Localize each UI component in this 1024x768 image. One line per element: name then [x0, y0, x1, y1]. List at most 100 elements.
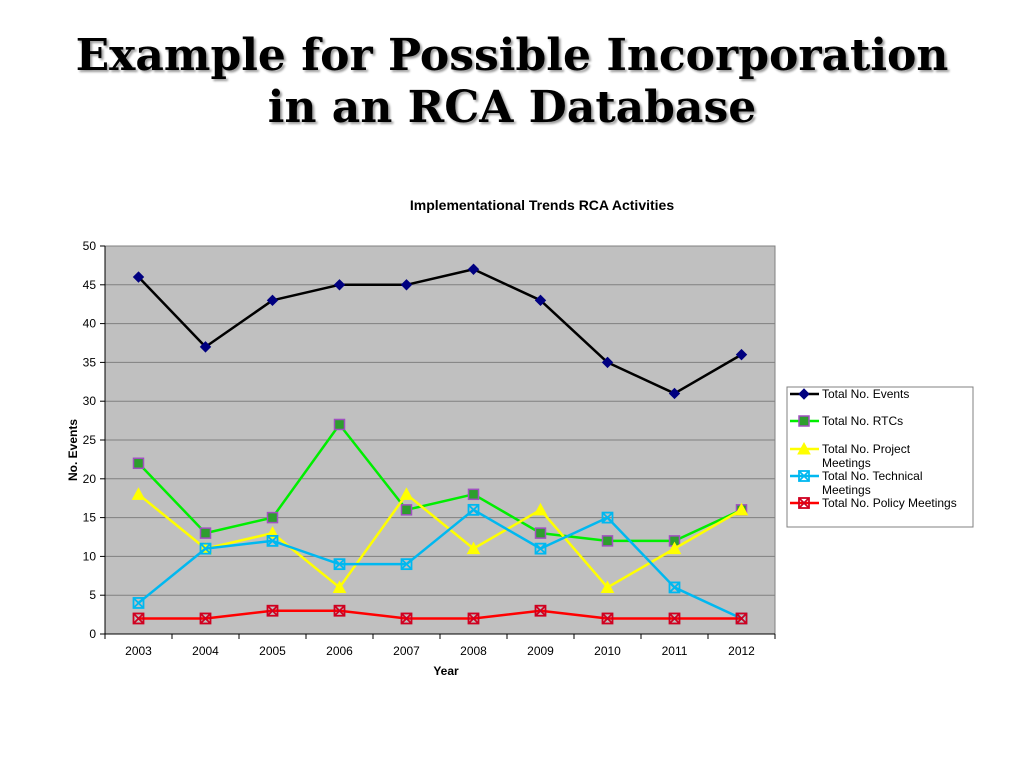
marker-box: [132, 612, 145, 625]
data-point-s2-2005: [266, 511, 279, 524]
legend-label-4: Total No. Technical: [822, 469, 923, 483]
legend-label-3: Meetings: [822, 456, 871, 470]
data-point-s5-2007: [400, 612, 413, 625]
marker-cross-b: [798, 497, 810, 509]
data-point-s3-2011: [667, 541, 682, 555]
marker-cross-b: [199, 612, 212, 625]
marker-box: [333, 604, 346, 617]
data-point-s1-2011: [668, 387, 681, 400]
data-point-s4-2009: [534, 542, 547, 555]
series-line-4: [137, 508, 743, 620]
legend-swatch-marker-2: [798, 415, 810, 427]
marker-box: [735, 612, 748, 625]
marker-box: [400, 558, 413, 571]
data-point-s3-2009: [533, 502, 548, 516]
slide-title-line-2: in an RCA Database: [267, 82, 757, 133]
marker-box: [266, 534, 279, 547]
data-point-s2-2003: [132, 457, 145, 470]
x-tick-label: 2006: [326, 644, 353, 658]
marker-box: [798, 497, 810, 509]
data-point-s3-2003: [131, 487, 146, 500]
x-tick-label: 2007: [393, 644, 420, 658]
legend-swatch-marker-1: [798, 388, 810, 400]
marker-box: [467, 612, 480, 625]
legend-label-5: Total No. Policy Meetings: [822, 496, 957, 510]
data-point-s1-2012: [735, 348, 748, 361]
y-tick-label: 30: [83, 394, 97, 408]
slide-title: Example for Possible Incorporation in an…: [0, 30, 1024, 134]
y-axis-title: No. Events: [66, 419, 80, 481]
y-tick-label: 10: [83, 549, 97, 563]
series-line-1: [137, 268, 743, 395]
marker-box: [601, 612, 614, 625]
data-point-s4-2004: [199, 542, 212, 555]
data-point-s3-2006: [332, 580, 347, 593]
marker-box: [534, 542, 547, 555]
marker-cross-b: [333, 605, 346, 617]
marker-cross-b: [668, 612, 681, 625]
data-point-s4-2007: [400, 558, 413, 571]
y-tick-label: 20: [83, 472, 97, 486]
data-point-s2-2007: [400, 504, 413, 516]
data-point-s1-2009: [534, 294, 547, 307]
slide-title-line-1: Example for Possible Incorporation: [75, 30, 949, 81]
data-point-s1-2004: [199, 341, 212, 353]
y-tick-label: 0: [89, 627, 96, 641]
marker-box: [333, 558, 346, 571]
x-tick-label: 2004: [192, 644, 219, 658]
data-point-s1-2010: [601, 356, 614, 369]
marker-cross-b: [735, 612, 748, 625]
marker-box: [668, 612, 681, 625]
marker-cross-b: [132, 612, 145, 625]
data-point-s1-2007: [400, 279, 413, 291]
marker-box: [199, 542, 212, 555]
legend-label-2: Total No. RTCs: [822, 414, 903, 428]
x-tick-label: 2012: [728, 644, 755, 658]
marker-box: [668, 581, 681, 594]
marker-cross-b: [333, 558, 346, 570]
data-point-s4-2005: [266, 534, 279, 547]
data-point-s4-2008: [467, 503, 480, 516]
data-point-s5-2005: [266, 604, 279, 617]
data-point-s4-2003: [132, 597, 145, 609]
legend-swatch-marker-3: [797, 441, 811, 455]
marker-cross-b: [668, 581, 681, 594]
data-point-s5-2003: [132, 612, 145, 625]
data-point-s5-2011: [668, 612, 681, 625]
series-line-5: [138, 609, 742, 620]
data-point-s5-2010: [601, 612, 614, 625]
data-point-s4-2010: [601, 511, 614, 524]
marker-cross-b: [132, 597, 145, 609]
legend-label-3: Total No. Project: [822, 442, 911, 456]
data-point-s3-2012: [734, 502, 749, 516]
y-tick-label: 35: [83, 355, 97, 369]
marker-box: [467, 503, 480, 516]
marker-cross-b: [534, 543, 547, 555]
marker-cross-b: [266, 605, 279, 617]
x-tick-label: 2009: [527, 644, 554, 658]
marker-cross-b: [798, 470, 810, 482]
marker-cross-b: [601, 612, 614, 625]
marker-box: [400, 612, 413, 625]
marker-box: [266, 604, 279, 617]
x-tick-label: 2005: [259, 644, 286, 658]
marker-box: [199, 612, 212, 625]
data-point-s3-2008: [466, 541, 481, 555]
data-point-s5-2008: [467, 612, 480, 625]
data-point-s1-2005: [266, 294, 279, 307]
data-point-s4-2006: [333, 558, 346, 571]
legend-label-4: Meetings: [822, 483, 871, 497]
legend-swatch-marker-4: [798, 470, 810, 482]
data-point-s5-2006: [333, 604, 346, 617]
marker-box: [601, 511, 614, 524]
data-point-s1-2003: [132, 271, 145, 283]
data-point-s2-2006: [333, 418, 346, 431]
marker-box: [132, 597, 145, 609]
marker-cross-b: [467, 612, 480, 625]
data-point-s2-2004: [199, 527, 212, 539]
data-point-s2-2008: [467, 488, 480, 501]
x-axis-title: Year: [433, 664, 459, 678]
data-point-s2-2009: [534, 527, 547, 539]
y-tick-label: 40: [83, 317, 97, 331]
